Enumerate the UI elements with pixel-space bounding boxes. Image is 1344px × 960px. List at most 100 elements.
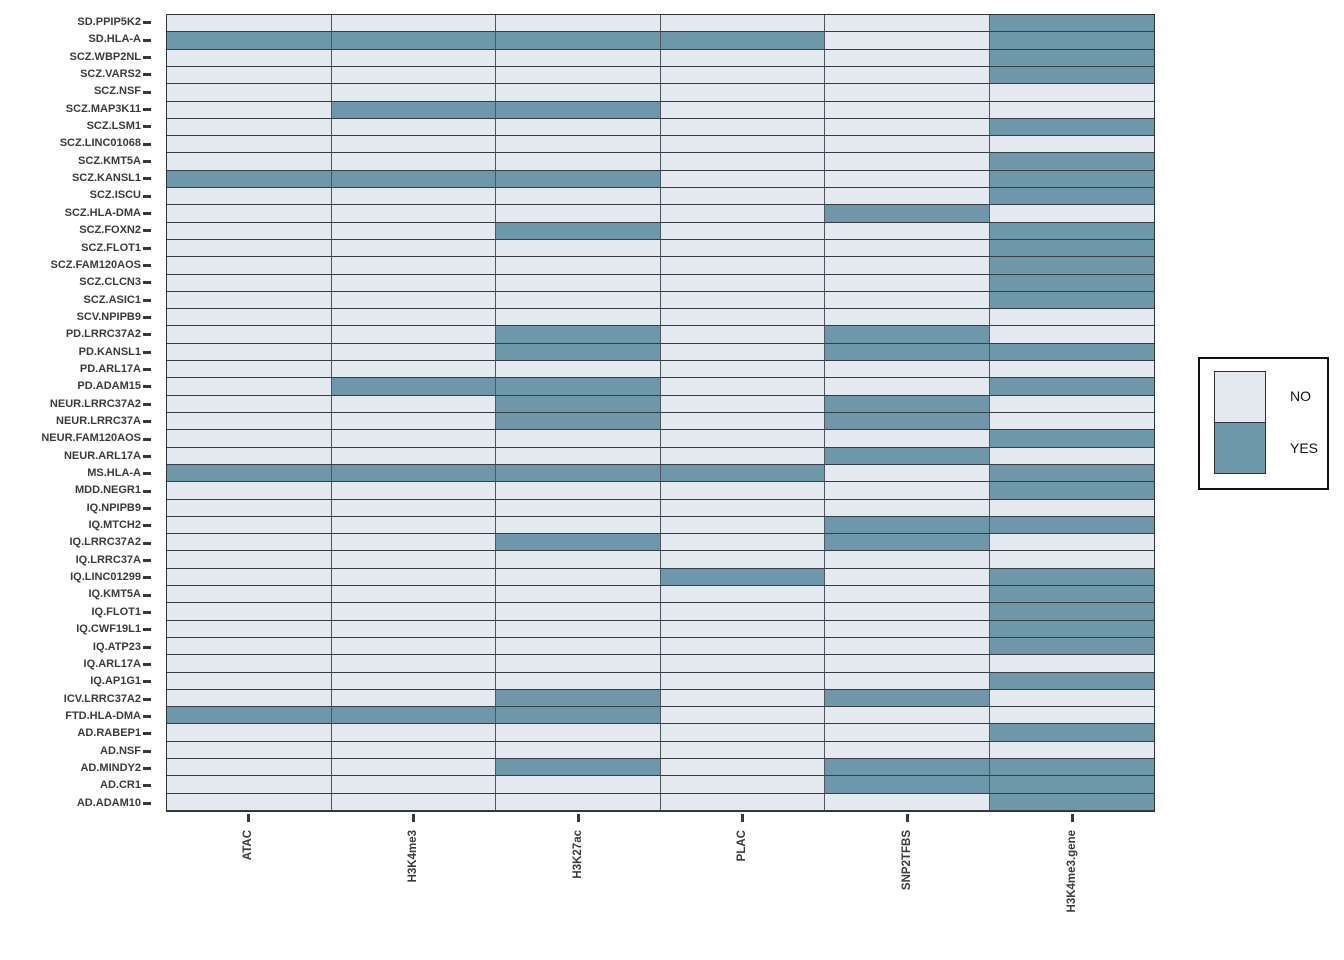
heatmap-cell: [496, 430, 661, 448]
heatmap-cell: [496, 516, 661, 535]
heatmap-cell: [989, 724, 1154, 742]
heatmap-cell: [825, 482, 990, 500]
heatmap-cell: [660, 32, 825, 50]
heatmap-cell: [660, 793, 825, 811]
heatmap-cell: [660, 586, 825, 604]
heatmap-cell: [496, 32, 661, 50]
heatmap-cell: [660, 430, 825, 448]
heatmap-cell: [496, 464, 661, 483]
heatmap-grid: [166, 14, 1155, 812]
y-axis-tick: [143, 680, 151, 684]
heatmap-cell: [331, 84, 496, 102]
heatmap-cell: [167, 620, 332, 638]
heatmap-cell: [496, 136, 661, 154]
heatmap-cell: [167, 188, 332, 206]
heatmap-cell: [825, 516, 990, 535]
row-label: SCZ.FLOT1: [81, 241, 141, 254]
heatmap-cell: [989, 534, 1154, 552]
y-axis-tick: [143, 55, 151, 59]
heatmap-cell: [989, 430, 1154, 448]
heatmap-cell: [989, 482, 1154, 500]
heatmap-cell: [167, 326, 332, 344]
y-axis-tick: [143, 350, 151, 354]
heatmap-cell: [825, 274, 990, 292]
heatmap-cell: [496, 153, 661, 171]
heatmap-cell: [989, 793, 1154, 811]
legend-label-yes: YES: [1290, 440, 1319, 456]
heatmap-cell: [331, 551, 496, 569]
heatmap-cell: [167, 118, 332, 137]
heatmap-cell: [496, 66, 661, 85]
heatmap-cell: [825, 430, 990, 448]
heatmap-cell: [496, 689, 661, 708]
heatmap-cell: [660, 655, 825, 673]
row-label: IQ.FLOT1: [91, 605, 142, 618]
row-label: SD.PPIP5K2: [77, 16, 141, 28]
heatmap-cell: [167, 516, 332, 535]
heatmap-cell: [825, 776, 990, 794]
heatmap-cell: [660, 101, 825, 119]
row-label: AD.ADAM10: [76, 796, 141, 809]
heatmap-cell: [825, 32, 990, 50]
col-label: PLAC: [736, 830, 749, 862]
heatmap-cell: [331, 188, 496, 206]
heatmap-cell: [825, 499, 990, 517]
heatmap-cell: [989, 516, 1154, 535]
y-axis-tick: [143, 645, 151, 649]
heatmap-cell: [989, 707, 1154, 725]
row-label: IQ.ARL17A: [83, 657, 141, 670]
heatmap-cell: [660, 15, 825, 33]
heatmap-cell: [496, 534, 661, 552]
heatmap-cell: [167, 499, 332, 517]
heatmap-cell: [825, 793, 990, 811]
heatmap-cell: [660, 620, 825, 638]
heatmap-cell: [331, 724, 496, 742]
heatmap-cell: [825, 326, 990, 344]
heatmap-cell: [989, 49, 1154, 67]
x-axis-tick: [906, 814, 910, 822]
heatmap-cell: [167, 84, 332, 102]
heatmap-cell: [989, 586, 1154, 604]
row-label: PD.LRRC37A2: [65, 328, 141, 341]
heatmap-cell: [496, 239, 661, 258]
y-axis-tick: [143, 90, 151, 94]
heatmap-cell: [825, 551, 990, 569]
heatmap-cell: [496, 205, 661, 223]
x-axis-tick: [1071, 814, 1075, 822]
y-axis-tick: [143, 159, 151, 163]
heatmap-cell: [660, 724, 825, 742]
heatmap-cell: [989, 568, 1154, 587]
heatmap-cell: [331, 309, 496, 327]
heatmap-cell: [825, 66, 990, 85]
heatmap-cell: [167, 15, 332, 33]
row-label: PD.ARL17A: [79, 362, 141, 375]
heatmap-cell: [989, 603, 1154, 621]
y-axis-tick: [143, 576, 151, 580]
legend-label-no: NO: [1290, 388, 1311, 404]
heatmap-cell: [496, 586, 661, 604]
heatmap-cell: [496, 222, 661, 240]
y-axis-tick: [143, 264, 151, 268]
y-axis-tick: [143, 194, 151, 198]
heatmap-cell: [167, 568, 332, 587]
row-label: IQ.LRRC37A2: [69, 536, 141, 549]
heatmap-cell: [496, 49, 661, 67]
row-label: SCV.NPIPB9: [76, 310, 141, 323]
heatmap-cell: [496, 741, 661, 760]
heatmap-cell: [331, 205, 496, 223]
heatmap-cell: [331, 291, 496, 310]
y-axis-tick: [143, 697, 151, 701]
y-axis-tick: [143, 298, 151, 302]
heatmap-cell: [167, 637, 332, 656]
heatmap-cell: [331, 534, 496, 552]
y-axis-tick: [143, 21, 151, 25]
heatmap-cell: [660, 291, 825, 310]
heatmap-cell: [496, 326, 661, 344]
heatmap-cell: [496, 188, 661, 206]
row-label: IQ.CWF19L1: [76, 623, 141, 636]
heatmap-cell: [496, 395, 661, 413]
col-label: ATAC: [241, 830, 254, 861]
row-label: AD.MINDY2: [80, 761, 141, 774]
heatmap-cell: [496, 759, 661, 777]
heatmap-cell: [331, 603, 496, 621]
